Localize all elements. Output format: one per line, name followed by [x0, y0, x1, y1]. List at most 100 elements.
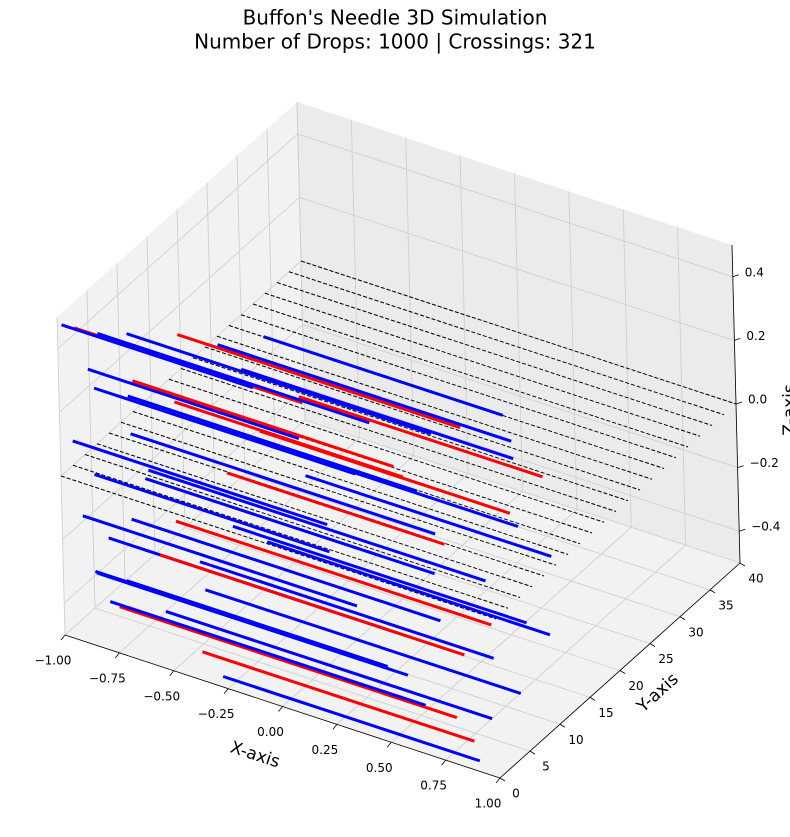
needle: [126, 332, 432, 436]
reference-line: [120, 421, 557, 566]
needle: [126, 579, 389, 668]
needle: [159, 553, 465, 657]
y-tick-label: 15: [598, 706, 613, 720]
z-tick-label: 0.0: [748, 393, 767, 407]
needle: [144, 477, 436, 576]
needle: [266, 540, 551, 637]
z-tick: [739, 528, 746, 532]
y-grid-line: [244, 473, 681, 618]
needle: [82, 514, 358, 608]
needle: [131, 517, 441, 623]
y-tick-label: 35: [718, 598, 733, 612]
x-tick-label: −0.50: [143, 689, 180, 703]
reference-line: [96, 443, 533, 588]
y-tick-label: 25: [658, 652, 673, 666]
reference-line: [288, 271, 725, 416]
x-tick: [386, 742, 392, 748]
reference-line: [216, 335, 653, 480]
z-tick: [734, 338, 741, 341]
z-tick: [737, 465, 744, 468]
y-axis-label: Y-axis: [633, 669, 683, 717]
x-tick-label: 0.00: [257, 725, 284, 739]
needle: [204, 588, 522, 695]
reference-line: [60, 475, 497, 620]
needle: [131, 379, 394, 468]
x-tick: [441, 759, 446, 766]
labels: −1.00−0.75−0.50−0.250.000.250.500.751.00…: [35, 265, 781, 810]
needle: [263, 335, 504, 417]
needle: [201, 650, 475, 743]
y-tick-label: 0: [512, 787, 520, 801]
x-tick: [115, 652, 120, 659]
y-tick: [709, 589, 716, 594]
needle: [259, 429, 511, 515]
needle: [93, 472, 330, 554]
z-tick-label: −0.4: [751, 520, 780, 534]
needle: [147, 468, 487, 583]
needle: [222, 675, 481, 763]
needle: [305, 474, 552, 558]
z-tick-label: 0.2: [746, 329, 765, 343]
needle: [87, 367, 300, 440]
reference-line: [300, 260, 737, 405]
x-tick: [495, 777, 501, 784]
reference-line: [72, 464, 509, 609]
needle: [96, 571, 409, 677]
z-grid-line: [299, 196, 735, 341]
needles: [61, 323, 552, 763]
x-tick: [278, 706, 283, 712]
reference-line: [204, 346, 641, 491]
z-grid-line: [59, 197, 300, 413]
z-tick-label: 0.4: [745, 265, 764, 279]
x-tick-label: −0.75: [89, 671, 126, 685]
reference-line: [192, 357, 629, 502]
reference-line: [252, 303, 689, 448]
needle: [226, 471, 445, 546]
needle: [175, 519, 492, 627]
y-tick: [739, 562, 746, 567]
reference-line: [240, 314, 677, 459]
y-tick: [499, 777, 506, 782]
needle: [130, 432, 436, 536]
y-tick: [679, 616, 686, 621]
needle: [119, 605, 458, 719]
chart-title: Buffon's Needle 3D Simulation: [243, 6, 548, 30]
z-tick: [735, 401, 743, 405]
needle: [232, 524, 528, 625]
needle: [72, 439, 328, 527]
needle: [202, 421, 519, 528]
y-tick: [589, 697, 596, 701]
needle: [165, 610, 493, 721]
needle: [176, 333, 461, 429]
x-tick: [332, 724, 338, 730]
y-grid-line: [184, 527, 621, 671]
reference-line: [276, 282, 713, 426]
y-grid-line: [94, 607, 531, 752]
z-tick-label: −0.2: [750, 456, 779, 470]
y-tick: [529, 750, 536, 755]
needle: [217, 343, 512, 443]
x-tick-label: 1.00: [475, 797, 502, 811]
x-tick: [60, 634, 66, 641]
reference-line: [168, 378, 605, 523]
x-tick-label: −0.25: [198, 707, 235, 721]
needle: [298, 395, 543, 479]
x-tick-label: 0.25: [312, 743, 339, 757]
z-grid-line: [57, 133, 299, 350]
needle: [96, 332, 370, 425]
y-tick-label: 5: [542, 760, 550, 774]
x-tick: [169, 670, 175, 676]
y-grid-line: [304, 419, 741, 564]
x-tick: [223, 688, 229, 694]
needle: [109, 600, 427, 707]
x-axis-label: X-axis: [228, 738, 283, 773]
y-tick-label: 30: [688, 625, 703, 639]
reference-line: [132, 411, 569, 555]
y-tick-label: 40: [748, 572, 763, 586]
z-tick: [732, 274, 739, 278]
reference-line: [264, 292, 701, 437]
needle: [199, 560, 495, 660]
y-tick-label: 20: [628, 679, 643, 693]
